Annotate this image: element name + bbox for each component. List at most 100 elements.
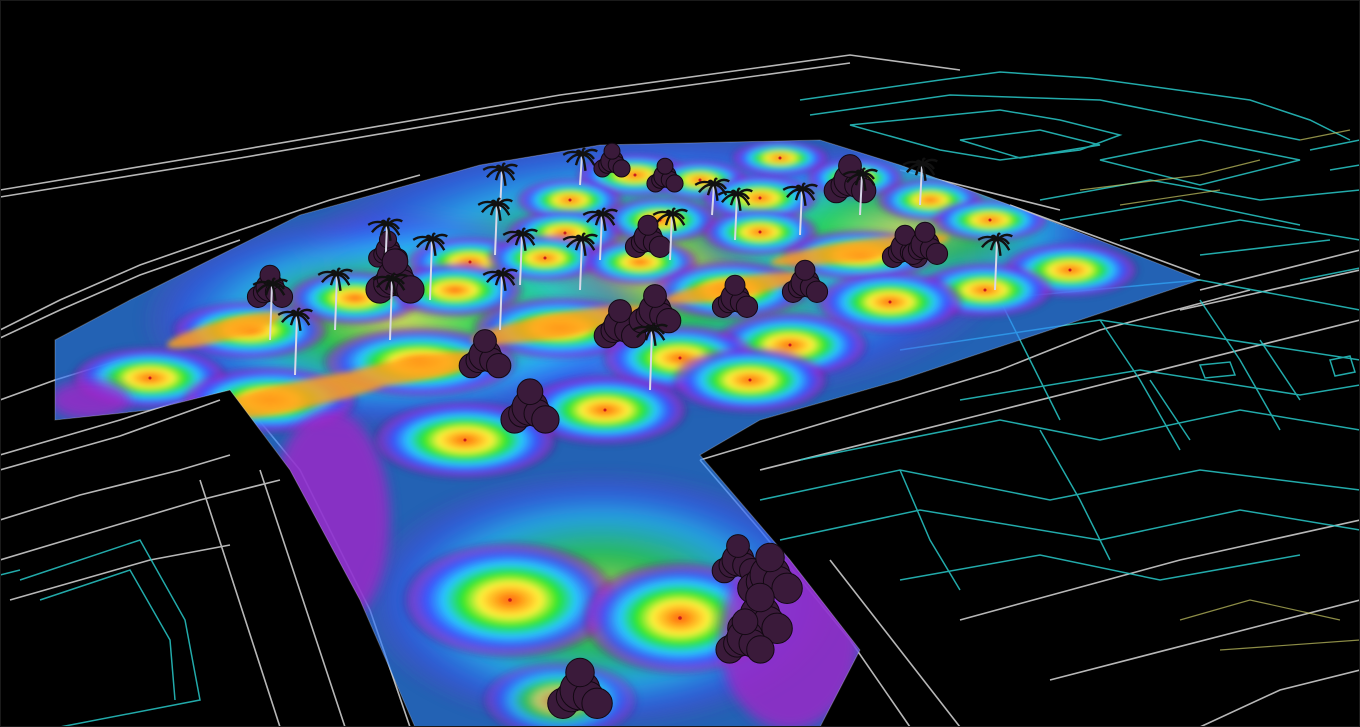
- palm-tree: [977, 232, 1013, 291]
- palm-frond: [385, 224, 392, 241]
- palm-trunk: [579, 154, 583, 186]
- palm-frond: [861, 168, 878, 176]
- palm-frond: [650, 329, 657, 346]
- palm-tree: [582, 207, 618, 261]
- canopy-blob: [771, 572, 803, 604]
- palm-tree: [277, 307, 313, 376]
- palm-frond: [670, 214, 677, 231]
- canopy-top: [603, 142, 621, 160]
- canopy-tree: [646, 157, 684, 193]
- palm-frond: [800, 189, 807, 206]
- palm-frond: [581, 233, 598, 241]
- palm-frond: [520, 234, 527, 251]
- palm-frond: [736, 188, 753, 196]
- canopy-tree: [901, 221, 949, 265]
- canopy-top: [637, 214, 659, 236]
- canopy-blob: [746, 635, 775, 664]
- palm-frond: [713, 178, 730, 186]
- palm-trunk: [294, 314, 298, 376]
- canopy-tree: [715, 608, 775, 664]
- plaza-outline: [54, 139, 1202, 727]
- palm-tree: [477, 197, 513, 256]
- canopy-blob: [581, 687, 613, 719]
- palm-trunk: [734, 194, 738, 241]
- palm-frond: [336, 268, 353, 276]
- canopy-top: [755, 542, 785, 573]
- palm-frond: [651, 323, 668, 331]
- canopy-blob: [761, 612, 793, 644]
- palm-trunk: [599, 214, 603, 261]
- palm-frond: [600, 214, 607, 231]
- palm-trunk: [994, 239, 998, 291]
- canopy-blob: [656, 307, 682, 334]
- palm-frond: [295, 314, 302, 331]
- palm-tree: [502, 227, 538, 286]
- palm-frond: [431, 233, 448, 241]
- tree-layer: [246, 142, 1013, 719]
- canopy-top: [914, 221, 936, 243]
- canopy-tree: [624, 214, 672, 258]
- palm-trunk: [669, 214, 673, 261]
- palm-trunk: [519, 234, 523, 286]
- palm-tree: [632, 322, 668, 391]
- canopy-top: [731, 608, 759, 636]
- palm-frond: [335, 274, 342, 291]
- canopy-tree: [500, 378, 560, 434]
- palm-frond: [430, 239, 437, 256]
- palm-tree: [412, 232, 448, 301]
- canopy-blob: [612, 159, 631, 178]
- palm-tree: [717, 187, 753, 241]
- palm-tree: [252, 277, 288, 341]
- canopy-top: [381, 248, 409, 276]
- palm-frond: [386, 218, 403, 226]
- palm-frond: [391, 273, 408, 281]
- palm-trunk: [334, 274, 338, 331]
- palm-tree: [652, 207, 688, 261]
- palm-trunk: [711, 184, 715, 216]
- palm-tree: [694, 177, 730, 216]
- palm-frond: [495, 204, 502, 221]
- canopy-tree: [246, 264, 294, 308]
- illuminance-heatmap: [55, 140, 1200, 727]
- canopy-top: [726, 534, 750, 558]
- canopy-tree: [547, 657, 613, 719]
- canopy-tree: [711, 274, 759, 318]
- canopy-tree: [781, 259, 829, 303]
- palm-frond: [920, 164, 927, 181]
- palm-trunk: [429, 239, 433, 301]
- canopy-tree: [628, 284, 682, 334]
- palm-frond: [671, 208, 688, 216]
- palm-tree: [482, 162, 518, 211]
- palm-frond: [390, 279, 397, 296]
- palm-tree: [902, 157, 938, 206]
- palm-frond: [860, 174, 867, 191]
- palm-frond: [271, 278, 288, 286]
- palm-frond: [801, 183, 818, 191]
- canopy-blob: [531, 405, 560, 434]
- palm-frond: [500, 274, 507, 291]
- canopy-blob: [486, 352, 512, 379]
- canopy-blob: [735, 295, 759, 318]
- palm-frond: [501, 163, 518, 171]
- palm-frond: [712, 184, 719, 201]
- palm-frond: [996, 233, 1013, 241]
- palm-frond: [581, 148, 598, 156]
- canopy-top: [565, 657, 595, 688]
- palm-trunk: [859, 174, 863, 216]
- canopy-blob: [805, 280, 829, 303]
- palm-frond: [270, 284, 277, 301]
- palm-tree: [842, 167, 878, 216]
- palm-frond: [521, 228, 538, 236]
- palm-frond: [580, 239, 587, 256]
- palm-tree: [562, 147, 598, 186]
- canopy-top: [794, 259, 816, 281]
- canopy-top: [643, 284, 667, 308]
- palm-trunk: [389, 279, 393, 341]
- canopy-tree: [593, 299, 647, 349]
- palm-frond: [735, 194, 742, 211]
- palm-frond: [496, 198, 513, 206]
- palm-tree: [482, 267, 518, 331]
- palm-tree: [372, 272, 408, 341]
